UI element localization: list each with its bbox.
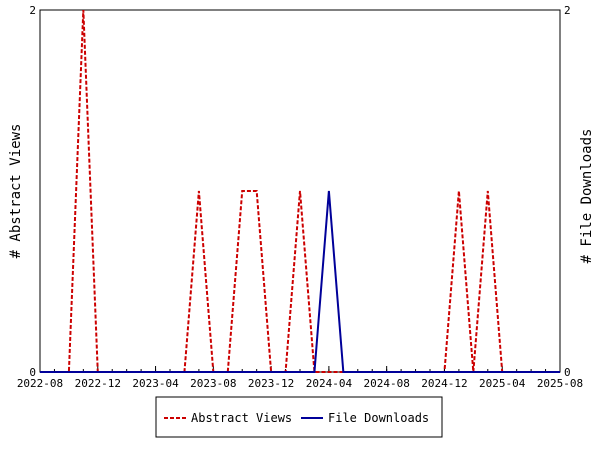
y-tick-label: 0 <box>29 366 36 379</box>
x-tick-label: 2022-12 <box>75 377 121 390</box>
x-axis: 2022-08 2022-12 2023-04 2023-08 2023-12 2024-… <box>17 366 583 390</box>
x-tick-label: 2023-08 <box>190 377 236 390</box>
x-tick-label: 2023-12 <box>248 377 294 390</box>
x-tick-label: 2023-04 <box>132 377 179 390</box>
y2-tick-label: 2 <box>564 4 571 17</box>
y-axis-title-left: # Abstract Views <box>8 124 24 259</box>
series-line-file-downloads <box>40 190 560 373</box>
x-tick-label: 2025-08 <box>537 377 583 390</box>
y2-tick-label: 0 <box>564 366 571 379</box>
x-tick-label: 2024-12 <box>421 377 467 390</box>
x-tick-label: 2024-04 <box>306 377 353 390</box>
legend: Abstract Views File Downloads <box>155 396 443 438</box>
legend-label: Abstract Views <box>191 411 292 425</box>
x-tick-label: 2025-04 <box>479 377 526 390</box>
x-tick-label: 2024-08 <box>363 377 409 390</box>
x-tick-label: 2022-08 <box>17 377 63 390</box>
legend-box <box>155 396 443 438</box>
legend-label: File Downloads <box>328 411 429 425</box>
y-axis-title-right: # File Downloads <box>579 129 595 264</box>
y-tick-label: 2 <box>29 4 36 17</box>
series-layer <box>40 9 560 373</box>
